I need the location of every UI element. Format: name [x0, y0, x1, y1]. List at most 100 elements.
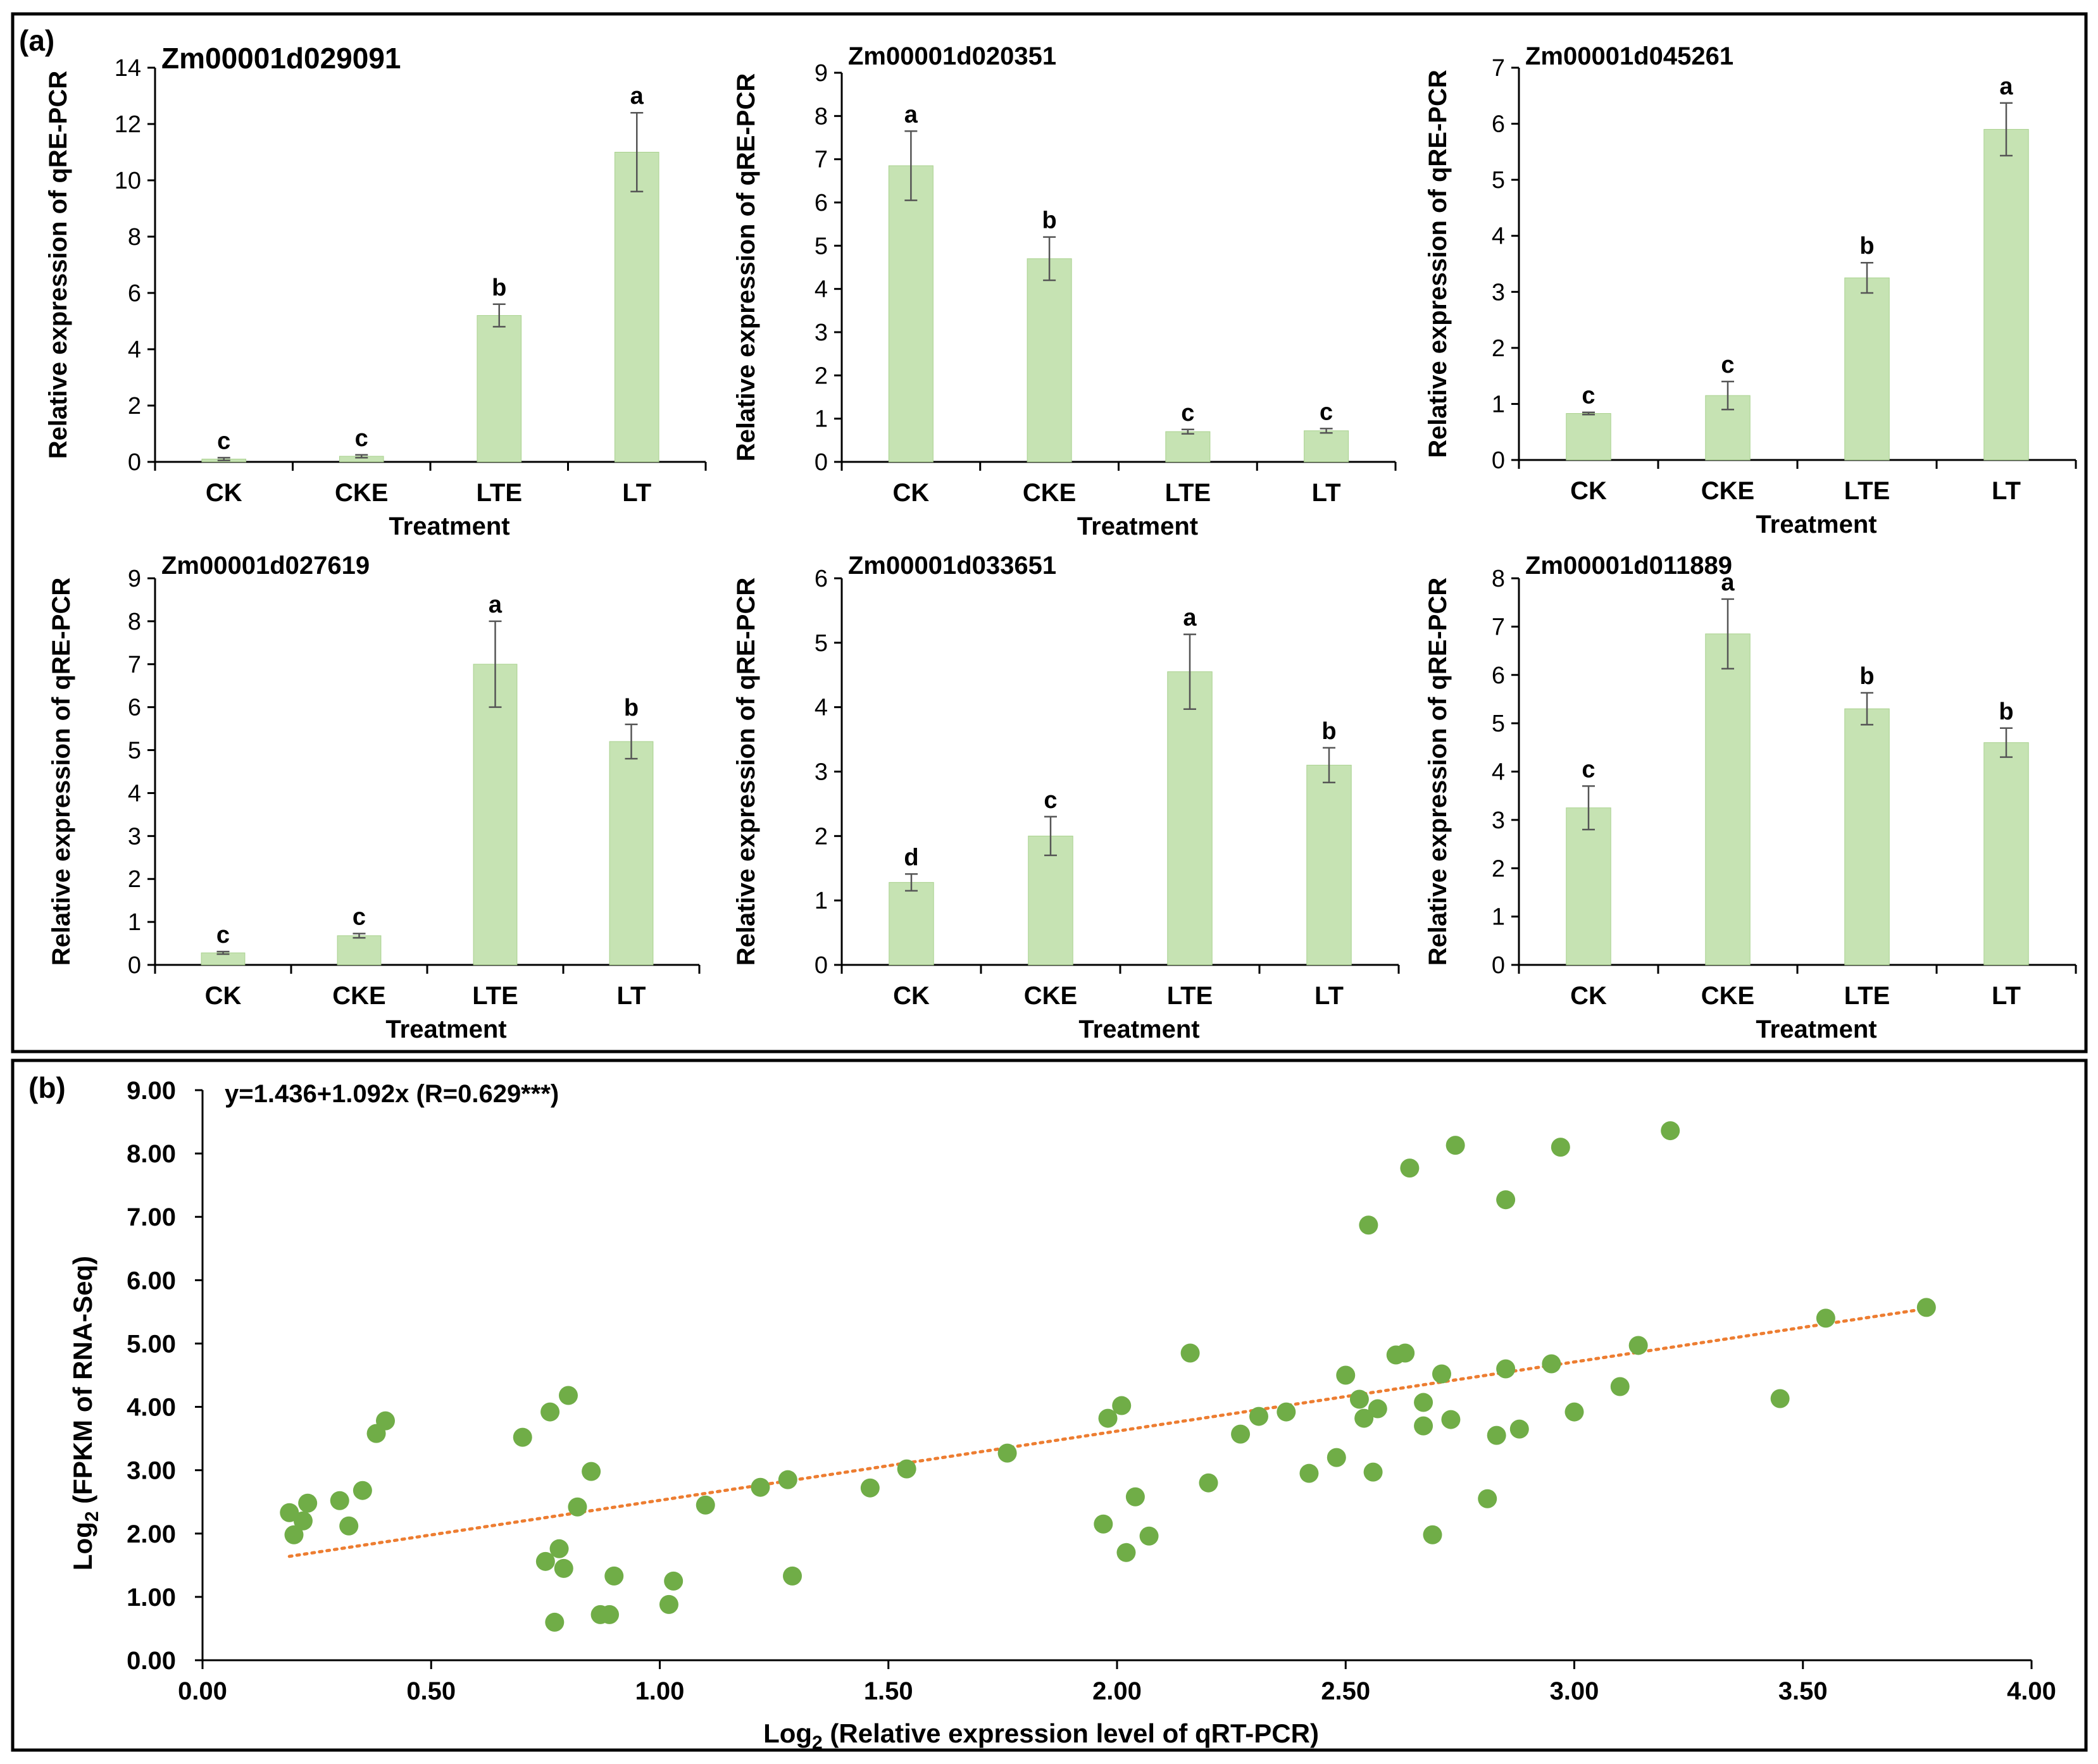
bar-chart-2: 0 1 2 3 4 5 6 7 8 9 a CK b CKE c LTE c LT Zm00001d020351 Tr… [732, 42, 1397, 540]
y-tick-label: 3 [815, 320, 828, 346]
bar [1165, 431, 1211, 463]
y-tick-label: 2 [815, 823, 828, 850]
category-label: LTE [1844, 477, 1890, 505]
category-label: CKE [1701, 477, 1754, 505]
bar [1566, 413, 1611, 461]
scatter-point [1496, 1359, 1516, 1379]
scatter-point [1299, 1463, 1319, 1483]
x-tick-label: 3.50 [1778, 1677, 1828, 1705]
bar [473, 664, 518, 966]
category-label: CKE [1024, 982, 1077, 1010]
y-tick-label: 9 [815, 60, 828, 87]
y-tick-label: 6.00 [127, 1267, 176, 1295]
scatter-point [1414, 1416, 1433, 1436]
scatter-point [1368, 1399, 1387, 1419]
y-tick-label: 6 [128, 695, 141, 721]
category-label: LTE [1167, 982, 1213, 1010]
y-tick-label: 0 [815, 449, 828, 476]
y-tick-label: 1 [1492, 904, 1505, 931]
bar [889, 882, 934, 966]
bar [1304, 430, 1349, 463]
scatter-point [1249, 1407, 1268, 1426]
scatter-point [751, 1477, 770, 1497]
x-tick-label: 4.00 [2007, 1677, 2056, 1705]
scatter-point [1139, 1526, 1159, 1546]
bar-chart-6: 0 1 2 3 4 5 6 7 8 c CK a CKE b LTE b LT Zm00001d011889 Tre… [1424, 552, 2077, 1043]
y-tick-label: 7 [1492, 55, 1505, 82]
y-tick-label: 8 [1492, 566, 1505, 592]
y-tick-label: 5 [1492, 167, 1505, 194]
y-tick-label: 1.00 [127, 1584, 176, 1612]
scatter-point [1414, 1393, 1433, 1412]
y-tick-label: 10 [115, 168, 141, 194]
panel-a-border [11, 12, 2088, 1053]
y-tick-label: 12 [115, 111, 141, 138]
scatter-point [1336, 1365, 1356, 1385]
y-tick-label: 9 [128, 566, 141, 592]
category-label: CKE [1701, 982, 1754, 1010]
significance-letter: c [1181, 400, 1194, 426]
y-tick-label: 1 [128, 909, 141, 936]
category-label: LTE [1844, 982, 1890, 1010]
y-axis-label: Relative expression of qRE-PCR [47, 578, 75, 966]
bar [888, 165, 933, 463]
scatter-point [1916, 1298, 1936, 1317]
category-label: CK [206, 479, 242, 507]
y-tick-label: 7 [1492, 614, 1505, 640]
significance-letter: b [1042, 208, 1057, 234]
scatter-point [604, 1566, 624, 1586]
scatter-point [1542, 1354, 1561, 1374]
chart-title: Zm00001d029091 [161, 42, 401, 75]
y-tick-label: 4 [1492, 223, 1505, 250]
y-tick-label: 14 [115, 55, 141, 82]
x-axis-label: Treatment [1078, 1016, 1199, 1043]
scatter-point [860, 1478, 880, 1498]
significance-letter: c [217, 428, 230, 454]
y-tick-label: 4 [815, 276, 828, 303]
y-tick-label: 2 [1492, 335, 1505, 362]
bar [337, 935, 382, 966]
trendline [287, 1307, 1928, 1558]
scatter-point [376, 1411, 395, 1431]
significance-letter: d [904, 844, 918, 871]
significance-letter: c [216, 922, 230, 948]
significance-letter: a [1999, 73, 2013, 100]
bar [1027, 258, 1072, 463]
bar [1306, 764, 1352, 966]
y-axis-label: Relative expression of qRE-PCR [732, 73, 760, 462]
x-tick-label: 0.00 [178, 1677, 227, 1705]
bar [1844, 708, 1890, 966]
y-tick-label: 3 [1492, 279, 1505, 306]
y-tick-label: 7 [815, 147, 828, 173]
y-tick-label: 3 [128, 823, 141, 850]
significance-letter: c [1044, 787, 1057, 814]
y-tick-label: 2 [1492, 855, 1505, 882]
x-axis-label: Treatment [1077, 512, 1198, 540]
scatter-point [1327, 1448, 1346, 1467]
scatter-point [1496, 1190, 1516, 1210]
scatter-point [1400, 1158, 1420, 1178]
category-label: CK [893, 982, 930, 1010]
scatter-point [1610, 1377, 1630, 1396]
y-tick-label: 3.00 [127, 1457, 176, 1485]
y-tick-label: 0 [128, 952, 141, 979]
significance-letter: a [904, 101, 918, 128]
significance-letter: c [355, 425, 368, 452]
y-tick-label: 0 [128, 449, 141, 476]
y-tick-label: 3 [815, 759, 828, 786]
significance-letter: c [1582, 383, 1595, 409]
category-label: LTE [1165, 479, 1211, 507]
category-label: CK [1570, 982, 1607, 1010]
scatter-point [778, 1470, 797, 1489]
category-label: CKE [335, 479, 388, 507]
scatter-point [545, 1612, 565, 1632]
x-axis-label: Treatment [389, 512, 509, 540]
scatter-point [554, 1558, 573, 1578]
chart-title: Zm00001d033651 [848, 552, 1056, 580]
bar-chart-1: 0 2 4 6 8 10 12 14 c CK c CKE b LTE a LT Zm00001d029091 T… [44, 42, 707, 540]
scatter-point [696, 1495, 715, 1515]
significance-letter: c [1582, 756, 1595, 783]
scatter-point [293, 1511, 313, 1531]
scatter-point [1231, 1424, 1251, 1444]
scatter-point [1094, 1514, 1113, 1534]
